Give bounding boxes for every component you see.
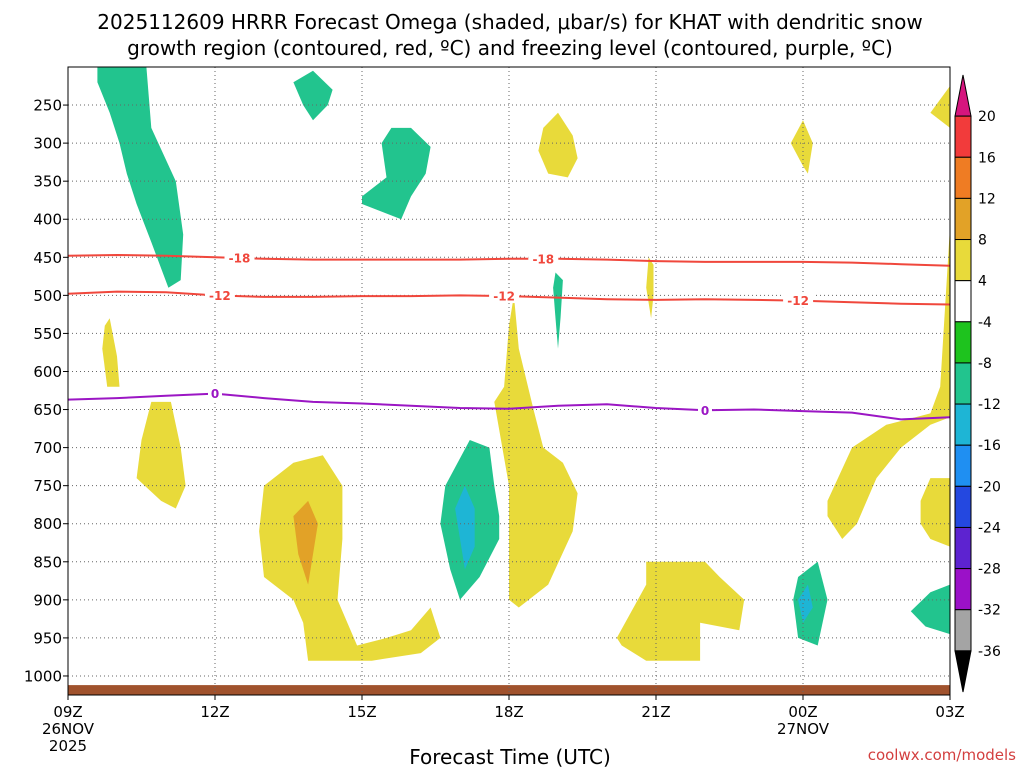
x-tick-label-1-0: 12Z [200, 703, 229, 721]
omega-region-9 [102, 318, 120, 387]
omega-region-14 [494, 295, 578, 608]
y-tick-label-700: 700 [33, 439, 62, 457]
credit-link[interactable]: coolwx.com/models [868, 746, 1016, 764]
plot-clipped-group: -18 -18 -12 -12 -12 0 0 [68, 67, 950, 695]
omega-region-4 [553, 272, 563, 349]
omega-region-18 [930, 86, 950, 128]
omega-region-10 [136, 401, 186, 509]
contour-line-0 [68, 253, 950, 267]
contour-label-bg-1-0 [204, 288, 235, 303]
contour-label-bg-2-1 [698, 403, 712, 418]
colorbar-swatch-11 [954, 568, 972, 611]
colorbar-label-5: -4 [978, 315, 992, 331]
contour-label-bg-0-0 [224, 251, 255, 266]
colorbar-swatch-12 [954, 609, 972, 652]
contour-label-2-0: 0 [211, 387, 219, 401]
contour-label-bg-1-2 [783, 293, 814, 308]
omega-region-12 [293, 500, 318, 585]
colorbar-label-2: 12 [978, 191, 996, 207]
omega-region-2 [362, 127, 431, 220]
colorbar-extend-bottom [954, 650, 972, 693]
omega-region-8 [798, 584, 813, 623]
y-tick-label-750: 750 [33, 477, 62, 495]
y-tick-label-950: 950 [33, 629, 62, 647]
y-tick-label-1000: 1000 [24, 667, 62, 685]
y-tick-label-300: 300 [33, 135, 62, 153]
colorbar-swatch-5 [954, 321, 972, 364]
colorbar-label-4: 4 [978, 274, 987, 290]
colorbar-swatch-10 [954, 526, 972, 570]
omega-region-20 [920, 478, 950, 547]
y-tick-label-850: 850 [33, 553, 62, 571]
x-tick-label-0-2: 2025 [49, 737, 87, 755]
omega-region-6 [455, 485, 475, 570]
omega-region-13 [538, 112, 578, 178]
omega-region-16 [616, 561, 745, 661]
contour-label-2-1: 0 [701, 404, 709, 418]
x-tick-label-4-0: 21Z [641, 703, 670, 721]
contour-label-bg-1-1 [489, 289, 520, 304]
colorbar-swatch-4 [954, 280, 972, 323]
colorbar-swatch-3 [954, 239, 972, 282]
y-tick-label-900: 900 [33, 591, 62, 609]
chart-title-line-2: growth region (contoured, red, ºC) and f… [127, 36, 893, 60]
x-tick-label-3-0: 18Z [494, 703, 523, 721]
ground-band [68, 685, 950, 695]
colorbar-swatch-8 [954, 444, 972, 487]
colorbar-label-0: 20 [978, 109, 996, 125]
colorbar-label-8: -16 [978, 438, 1001, 454]
colorbar-swatch-1 [954, 156, 972, 199]
x-tick-label-5-0: 00Z [788, 703, 817, 721]
plot-area: -18 -18 -12 -12 -12 0 0 [67, 66, 951, 696]
colorbar: 20 16 12 8 4 -4 -8 -12 -16 -20 -24 -28 -32 -36 [954, 74, 1001, 693]
contour-label-bg-2-0 [208, 386, 222, 401]
chart-title-line-1: 2025112609 HRRR Forecast Omega (shaded, … [97, 10, 922, 34]
contour-label-bg-0-1 [528, 251, 559, 266]
omega-region-1 [293, 70, 333, 121]
colorbar-swatch-7 [954, 403, 972, 446]
y-tick-label-600: 600 [33, 363, 62, 381]
colorbar-swatch-6 [954, 362, 972, 405]
colorbar-label-3: 8 [978, 233, 987, 249]
contour-label-1-1: -12 [493, 290, 515, 304]
y-axis: 250 300 350 400 450 500 550 600 650 700 750 800 850 9… [24, 97, 68, 685]
x-tick-label-6-0: 03Z [935, 703, 964, 721]
x-axis-label: Forecast Time (UTC) [409, 745, 611, 768]
colorbar-label-9: -20 [978, 479, 1001, 495]
colorbar-label-7: -12 [978, 397, 1001, 413]
x-tick-label-0-0: 09Z [53, 703, 82, 721]
colorbar-swatch-2 [954, 197, 972, 241]
colorbar-extend-top [954, 74, 972, 117]
contour-label-1-0: -12 [209, 289, 231, 303]
omega-region-15 [646, 257, 654, 319]
x-tick-label-0-1: 26NOV [42, 720, 95, 738]
colorbar-label-1: 16 [978, 150, 996, 166]
y-tick-label-350: 350 [33, 173, 62, 191]
omega-region-17 [790, 120, 813, 174]
colorbar-label-13: -36 [978, 644, 1001, 660]
omega-region-3 [910, 584, 950, 635]
colorbar-label-10: -24 [978, 520, 1001, 536]
colorbar-swatch-0 [954, 115, 972, 158]
x-tick-label-2-0: 15Z [347, 703, 376, 721]
y-tick-label-400: 400 [33, 211, 62, 229]
y-tick-label-250: 250 [33, 97, 62, 115]
colorbar-label-11: -28 [978, 562, 1001, 578]
y-tick-label-550: 550 [33, 325, 62, 343]
contour-label-0-1: -18 [532, 252, 554, 266]
contour-label-0-0: -18 [229, 252, 251, 266]
y-tick-label-650: 650 [33, 401, 62, 419]
omega-region-0 [97, 67, 184, 288]
colorbar-label-12: -32 [978, 603, 1001, 619]
colorbar-label-6: -8 [978, 356, 992, 372]
y-tick-label-450: 450 [33, 249, 62, 267]
contour-label-1-2: -12 [787, 294, 809, 308]
x-tick-label-5-1: 27NOV [777, 720, 830, 738]
y-tick-label-800: 800 [33, 515, 62, 533]
colorbar-swatch-9 [954, 485, 972, 528]
y-tick-label-500: 500 [33, 287, 62, 305]
omega-region-19 [827, 226, 950, 539]
